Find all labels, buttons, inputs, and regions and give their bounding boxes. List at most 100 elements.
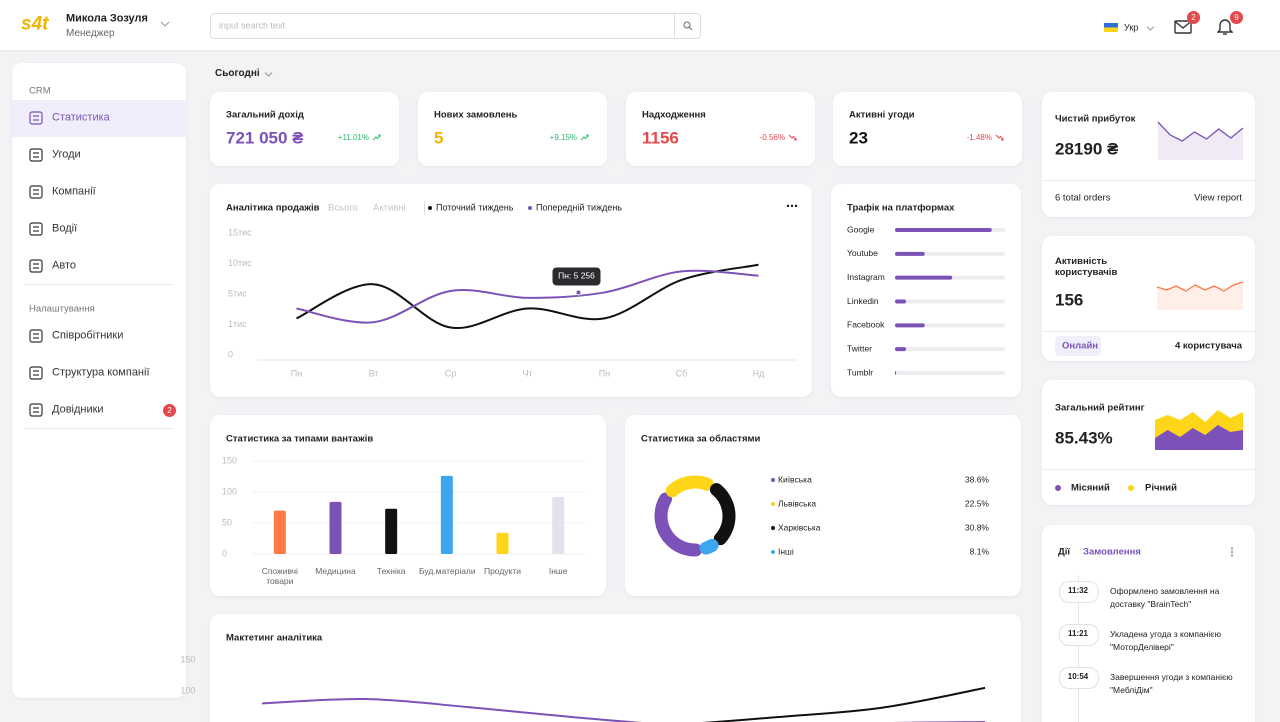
- card-title: Статистика за типами вантажів: [226, 433, 374, 445]
- header: s4t Микола Зозуля Менеджер input search …: [0, 0, 1280, 50]
- card-title: Активність користувачів: [1055, 256, 1118, 278]
- nav-item[interactable]: Структура компанії: [52, 366, 150, 379]
- active-bg: [12, 100, 186, 137]
- kpi-change: +9.15%: [549, 133, 577, 142]
- nav-item[interactable]: Співробітники: [52, 329, 124, 342]
- kpi-label: Надходження: [642, 109, 706, 121]
- nav-icon: [29, 111, 43, 125]
- card-value: 28190 ₴: [1055, 139, 1119, 159]
- card-title: Чистий прибуток: [1055, 113, 1136, 125]
- divider: [1042, 180, 1255, 181]
- trend-arrow: [372, 134, 381, 141]
- icon-shape: [29, 366, 43, 380]
- search-placeholder: input search text: [219, 20, 286, 31]
- language[interactable]: Укр: [1124, 22, 1139, 33]
- divider: [24, 428, 174, 429]
- tab[interactable]: Активні: [373, 202, 406, 214]
- icon-shape: [29, 222, 43, 236]
- x-tick-label: Інше: [548, 566, 568, 576]
- arrow-shape: [580, 134, 589, 141]
- regions-card: Статистика за областями: [625, 415, 1021, 596]
- nav-icon: [29, 366, 43, 380]
- bell-icon[interactable]: [1217, 18, 1233, 36]
- user-menu-chevron[interactable]: [160, 20, 170, 28]
- time-pill: [1059, 667, 1099, 689]
- more-menu[interactable]: ⋯: [786, 199, 798, 213]
- kpi-card: Надходження 1156 -0.56%: [626, 92, 815, 166]
- tab[interactable]: Замовлення: [1083, 546, 1141, 558]
- card-title: Мактетинг аналітика: [226, 632, 323, 644]
- nav-badge: 2: [163, 404, 176, 417]
- section-title: CRM: [29, 85, 51, 97]
- mail-icon[interactable]: [1174, 20, 1192, 34]
- kpi-label: Загальний дохід: [226, 109, 304, 121]
- legend-label: Місяний: [1071, 482, 1110, 494]
- time: 10:54: [1067, 672, 1089, 681]
- logo[interactable]: s4t: [21, 13, 49, 35]
- activity-card: Активність користувачів 156 Онлайн 4 кор…: [1042, 236, 1255, 361]
- card-title: Аналітика продажів: [226, 202, 320, 214]
- user-name: Микола Зозуля: [66, 12, 148, 25]
- icon-shape: [29, 185, 43, 199]
- more-menu[interactable]: ⋮: [1226, 545, 1238, 559]
- icon-shape: [29, 148, 43, 162]
- time-pill: [1059, 624, 1099, 646]
- tab[interactable]: Дії: [1058, 546, 1071, 558]
- arrow-shape: [995, 134, 1004, 141]
- x-tick-label: Техніка: [376, 566, 406, 576]
- orders: 6 total orders: [1055, 192, 1111, 204]
- x-tick-label: Споживчі товари: [261, 566, 298, 586]
- time-pill: [1059, 581, 1099, 603]
- icon-shape: [29, 111, 43, 125]
- time: 11:32: [1067, 586, 1089, 595]
- kpi-value: 721 050 ₴: [226, 128, 304, 148]
- divider: [424, 201, 425, 215]
- nav-icon: [29, 403, 43, 417]
- x-tick-label: Продукти: [483, 566, 521, 576]
- legend-swatch: [1128, 485, 1134, 491]
- tab[interactable]: Всього: [328, 202, 358, 214]
- period-chevron[interactable]: [264, 71, 273, 78]
- mail-badge: 2: [1187, 11, 1200, 24]
- arrow-shape: [372, 134, 381, 141]
- cargo-card: Статистика за типами вантажів: [210, 415, 606, 596]
- kpi-label: Активні угоди: [849, 109, 915, 121]
- marketing-card: Мактетинг аналітика: [210, 614, 1021, 722]
- divider: [24, 284, 174, 285]
- status: Онлайн: [1062, 340, 1099, 352]
- kpi-label: Нових замовлень: [434, 109, 518, 121]
- nav-item[interactable]: Довідники: [52, 403, 104, 416]
- legend-swatch: [1055, 485, 1061, 491]
- nav-icon: [29, 222, 43, 236]
- nav-icon: [29, 259, 43, 273]
- action-text: Завершення угоди з компанією "МебліДім": [1110, 672, 1233, 695]
- period-selector[interactable]: Сьогодні: [215, 68, 260, 79]
- legend-label: Річний: [1145, 482, 1177, 494]
- view-report[interactable]: View report: [1194, 192, 1242, 204]
- nav-item[interactable]: Компанії: [52, 185, 96, 198]
- divider: [1042, 469, 1255, 470]
- card-title: Загальний рейтинг: [1055, 402, 1145, 414]
- nav-item[interactable]: Авто: [52, 259, 76, 272]
- icon-shape: [29, 259, 43, 273]
- sales-card: Аналітика продажів Всього Активні ⋯: [210, 184, 812, 397]
- kpi-value: 23: [849, 128, 868, 148]
- profit-card: Чистий прибуток 28190 ₴ 6 total orders V…: [1042, 92, 1255, 217]
- nav-icon: [29, 329, 43, 343]
- card-value: 156: [1055, 290, 1084, 310]
- nav-item[interactable]: Угоди: [52, 148, 81, 161]
- action-text: Укладена угода з компанією "МоторДелівер…: [1110, 629, 1222, 652]
- icon-shape: [29, 329, 43, 343]
- nav-item[interactable]: Статистика: [52, 111, 110, 124]
- time: 11:21: [1067, 629, 1089, 638]
- rating-card: Загальний рейтинг 85.43% Місяний Річний: [1042, 380, 1255, 505]
- section-title: Налаштування: [29, 303, 95, 315]
- language-chevron[interactable]: [1146, 25, 1155, 32]
- trend-arrow: [995, 134, 1004, 141]
- search-box[interactable]: input search text: [210, 13, 701, 39]
- search-icon[interactable]: [683, 21, 693, 31]
- nav-item[interactable]: Водії: [52, 222, 78, 235]
- kpi-value: 1156: [642, 128, 679, 148]
- card-title: Трафік на платформах: [847, 202, 955, 214]
- kpi-change: -0.56%: [759, 133, 785, 142]
